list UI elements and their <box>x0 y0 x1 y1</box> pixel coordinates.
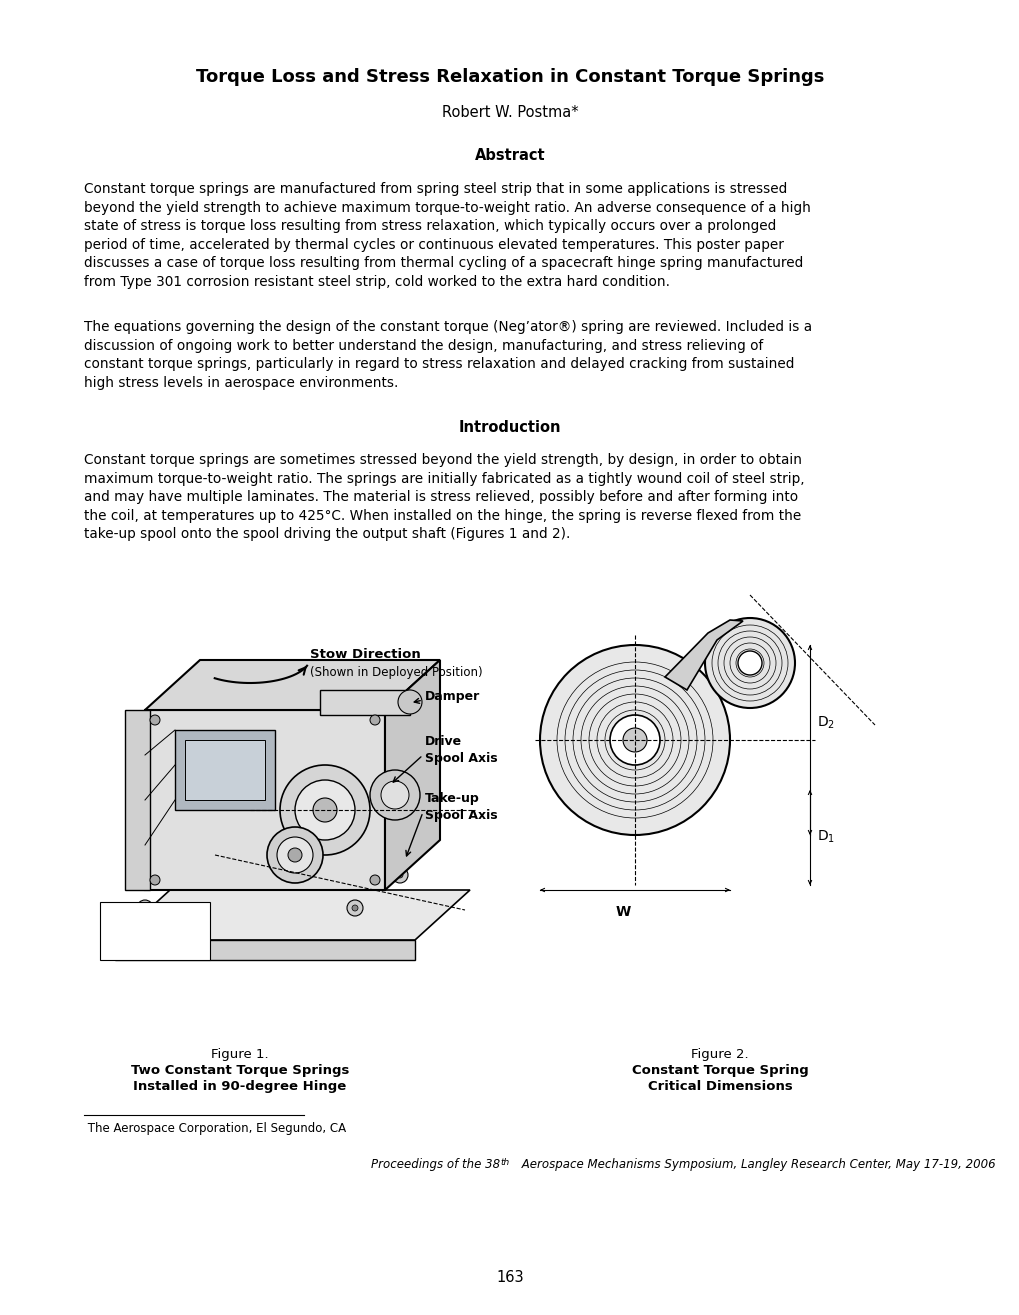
Polygon shape <box>320 690 410 715</box>
FancyArrowPatch shape <box>807 831 811 834</box>
Text: W: W <box>614 905 630 919</box>
Text: Torque Loss and Stress Relaxation in Constant Torque Springs: Torque Loss and Stress Relaxation in Con… <box>196 68 823 85</box>
Polygon shape <box>384 660 439 890</box>
Polygon shape <box>145 710 384 890</box>
Bar <box>100 902 210 960</box>
Circle shape <box>609 715 659 765</box>
FancyArrowPatch shape <box>414 698 420 704</box>
Text: Figure 1.: Figure 1. <box>211 1048 269 1061</box>
FancyArrowPatch shape <box>299 667 306 675</box>
Circle shape <box>370 715 380 725</box>
Text: Corp.: Corp. <box>105 938 133 948</box>
FancyArrowPatch shape <box>406 814 422 856</box>
FancyArrowPatch shape <box>807 881 811 884</box>
Text: Lockheed Martin: Lockheed Martin <box>105 922 192 932</box>
Polygon shape <box>664 619 742 690</box>
Text: Critical Dimensions: Critical Dimensions <box>647 1080 792 1093</box>
Circle shape <box>539 644 730 835</box>
Text: (Shown in Deployed Position): (Shown in Deployed Position) <box>310 665 482 679</box>
Text: th: th <box>499 1159 508 1166</box>
Text: Figure 2.: Figure 2. <box>691 1048 748 1061</box>
Circle shape <box>391 867 408 882</box>
FancyArrowPatch shape <box>392 757 421 782</box>
Text: Courtesy: Courtesy <box>105 907 152 918</box>
Text: D$_1$: D$_1$ <box>816 828 835 846</box>
Circle shape <box>370 771 420 821</box>
Text: Constant torque springs are sometimes stressed beyond the yield strength, by des: Constant torque springs are sometimes st… <box>84 452 803 542</box>
Circle shape <box>186 872 193 878</box>
Text: Take-up
Spool Axis: Take-up Spool Axis <box>425 792 497 822</box>
Circle shape <box>142 905 148 911</box>
Text: Two Constant Torque Springs: Two Constant Torque Springs <box>130 1064 348 1077</box>
Text: The Aerospace Corporation, El Segundo, CA: The Aerospace Corporation, El Segundo, C… <box>84 1122 345 1135</box>
Circle shape <box>287 848 302 863</box>
Text: Constant torque springs are manufactured from spring steel strip that in some ap: Constant torque springs are manufactured… <box>84 181 810 289</box>
Polygon shape <box>184 740 265 800</box>
Text: D$_2$: D$_2$ <box>816 715 835 731</box>
Text: Robert W. Postma*: Robert W. Postma* <box>441 105 578 120</box>
Circle shape <box>704 618 794 707</box>
Text: Stow Direction: Stow Direction <box>310 648 421 661</box>
Text: Introduction: Introduction <box>459 419 560 435</box>
Text: Damper: Damper <box>425 690 480 704</box>
Circle shape <box>313 798 336 822</box>
Text: Installed in 90-degree Hinge: Installed in 90-degree Hinge <box>133 1080 346 1093</box>
Text: Constant Torque Spring: Constant Torque Spring <box>631 1064 808 1077</box>
Circle shape <box>352 905 358 911</box>
Circle shape <box>396 872 403 878</box>
Text: The equations governing the design of the constant torque (Neg’ator®) spring are: The equations governing the design of th… <box>84 320 811 389</box>
Polygon shape <box>175 730 275 810</box>
Text: Abstract: Abstract <box>474 149 545 163</box>
Polygon shape <box>115 890 470 940</box>
Circle shape <box>280 765 370 855</box>
Circle shape <box>738 651 761 675</box>
FancyArrowPatch shape <box>807 646 811 650</box>
Text: Proceedings of the 38: Proceedings of the 38 <box>371 1159 499 1170</box>
Polygon shape <box>125 710 150 890</box>
Polygon shape <box>115 940 415 960</box>
Circle shape <box>181 867 198 882</box>
FancyArrowPatch shape <box>725 889 728 892</box>
Circle shape <box>294 780 355 840</box>
FancyArrowPatch shape <box>541 889 544 892</box>
Text: Drive
Spool Axis: Drive Spool Axis <box>425 735 497 765</box>
Text: Aerospace Mechanisms Symposium, Langley Research Center, May 17-19, 2006: Aerospace Mechanisms Symposium, Langley … <box>518 1159 995 1170</box>
Circle shape <box>370 874 380 885</box>
Circle shape <box>381 781 409 809</box>
Circle shape <box>267 827 323 882</box>
FancyArrowPatch shape <box>807 792 811 794</box>
Polygon shape <box>145 660 439 710</box>
Circle shape <box>623 729 646 752</box>
Text: 163: 163 <box>495 1270 524 1285</box>
Circle shape <box>277 838 313 873</box>
Circle shape <box>397 690 422 714</box>
Circle shape <box>150 715 160 725</box>
Circle shape <box>137 899 153 917</box>
Circle shape <box>346 899 363 917</box>
Circle shape <box>150 874 160 885</box>
